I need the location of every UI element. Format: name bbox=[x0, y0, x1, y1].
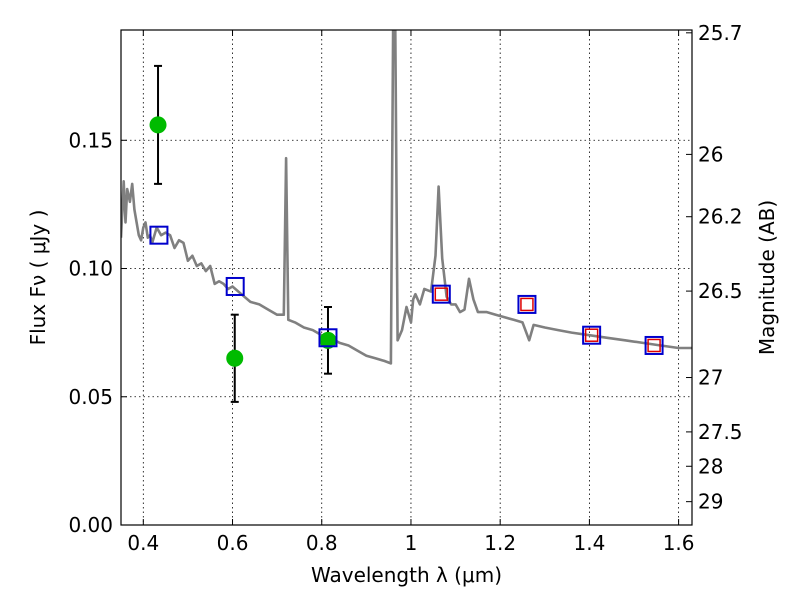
model-point-blue bbox=[582, 325, 602, 345]
magnitude-tick-label: 26 bbox=[698, 142, 723, 166]
y-tick-label: 0.10 bbox=[68, 257, 113, 281]
y-tick-label: 0.15 bbox=[68, 128, 113, 152]
observed-point bbox=[149, 116, 167, 134]
x-axis-label: Wavelength λ (μm) bbox=[311, 563, 502, 587]
observed-point bbox=[226, 349, 244, 367]
model-point-blue bbox=[431, 284, 451, 304]
y-tick-label: 0.00 bbox=[68, 513, 113, 537]
model-photometry bbox=[149, 225, 664, 355]
model-point-blue bbox=[644, 335, 664, 355]
magnitude-tick-label: 26.5 bbox=[698, 279, 743, 303]
y-axis-label: Flux Fν ( μJy ) bbox=[26, 210, 50, 346]
magnitude-tick-label: 29 bbox=[698, 490, 723, 514]
x-tick-label: 0.4 bbox=[127, 531, 159, 555]
model-point-blue bbox=[318, 328, 338, 348]
model-point-blue bbox=[517, 294, 537, 314]
axis-ticks: 0.4 0.6 0.8 1 1.2 1.4 1.6 0.00 0.05 0.10 0.15 25.7 2… bbox=[68, 21, 742, 555]
observed-photometry bbox=[149, 64, 337, 403]
magnitude-axis-label: Magnitude (AB) bbox=[755, 200, 779, 355]
x-tick-label: 0.8 bbox=[306, 531, 338, 555]
magnitude-tick-label: 26.2 bbox=[698, 205, 743, 229]
x-tick-label: 1.6 bbox=[663, 531, 695, 555]
model-point-red bbox=[520, 297, 534, 312]
magnitude-tick-label: 27 bbox=[698, 366, 723, 390]
magnitude-tick-label: 27.5 bbox=[698, 420, 743, 444]
model-point-red bbox=[584, 328, 599, 342]
y-tick-label: 0.05 bbox=[68, 385, 113, 409]
model-point-red bbox=[647, 338, 661, 353]
x-tick-label: 0.6 bbox=[217, 531, 249, 555]
magnitude-tick-label: 25.7 bbox=[698, 21, 743, 45]
x-tick-label: 1.4 bbox=[573, 531, 605, 555]
model-point-blue bbox=[149, 225, 169, 245]
model-point-blue bbox=[225, 276, 245, 296]
magnitude-tick-label: 28 bbox=[698, 454, 723, 478]
model-point-red bbox=[434, 287, 449, 301]
plot-frame bbox=[120, 29, 693, 526]
x-tick-label: 1.2 bbox=[484, 531, 516, 555]
x-tick-label: 1 bbox=[405, 531, 418, 555]
